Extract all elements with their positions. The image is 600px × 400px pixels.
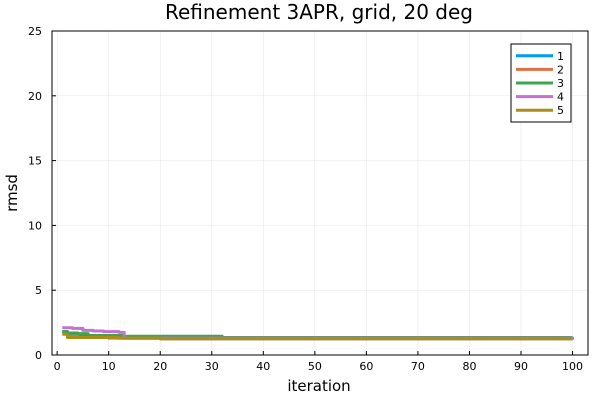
y-tick-label: 15 xyxy=(28,155,42,168)
y-tick-label: 20 xyxy=(28,90,42,103)
legend-item-5: 5 xyxy=(516,104,564,117)
x-tick-label: 60 xyxy=(359,360,373,373)
x-tick-label: 70 xyxy=(411,360,425,373)
series-line-4 xyxy=(62,326,575,340)
y-tick-label: 10 xyxy=(28,219,42,232)
y-tick-label: 0 xyxy=(35,349,42,362)
x-axis-label: iteration xyxy=(287,377,350,395)
series-group xyxy=(62,326,575,341)
series-line-3 xyxy=(62,330,573,340)
x-tick-label: 80 xyxy=(462,360,476,373)
grid-lines xyxy=(52,30,588,356)
x-tick-label: 50 xyxy=(308,360,322,373)
legend-label: 5 xyxy=(557,104,564,117)
plot-frame xyxy=(51,30,589,356)
legend-item-1: 1 xyxy=(516,50,564,63)
legend-label: 4 xyxy=(557,91,564,104)
x-tick-label: 0 xyxy=(54,360,61,373)
y-axis-label: rmsd xyxy=(3,174,21,212)
legend-item-2: 2 xyxy=(516,63,564,76)
legend-item-3: 3 xyxy=(516,77,564,90)
series-line-5 xyxy=(62,332,573,341)
legend-label: 1 xyxy=(557,50,564,63)
x-tick-label: 10 xyxy=(102,360,116,373)
legend-label: 2 xyxy=(557,63,564,76)
legend-label: 3 xyxy=(557,77,564,90)
y-tick-label: 25 xyxy=(28,25,42,38)
chart-title: Refinement 3APR, grid, 20 deg xyxy=(165,0,473,24)
x-tick-label: 90 xyxy=(514,360,528,373)
x-tick-label: 100 xyxy=(562,360,583,373)
x-tick-label: 40 xyxy=(256,360,270,373)
x-tick-label: 30 xyxy=(205,360,219,373)
legend-item-4: 4 xyxy=(516,91,564,104)
x-tick-label: 20 xyxy=(153,360,167,373)
y-tick-label: 5 xyxy=(35,284,42,297)
